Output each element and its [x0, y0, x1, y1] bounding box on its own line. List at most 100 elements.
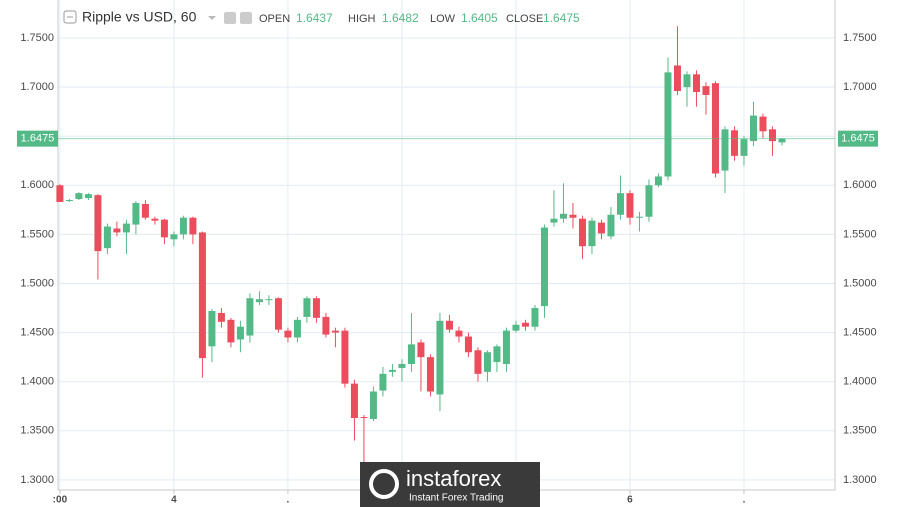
candle-body [521, 322, 529, 327]
watermark-box [360, 462, 540, 507]
candle-body [227, 319, 235, 343]
candle-body [284, 330, 292, 338]
candle-body [550, 218, 558, 223]
ohlc-label: LOW [430, 13, 456, 25]
candle-body [673, 65, 681, 92]
candle-body [531, 308, 539, 327]
y-tick-label: 1.6000 [843, 179, 877, 191]
candle-body [664, 72, 672, 177]
candle-body [151, 218, 159, 221]
x-tick-label: . [287, 495, 290, 506]
x-tick-label: 4 [171, 495, 177, 506]
candle-body [426, 357, 434, 392]
candle-body [217, 312, 225, 322]
candle-body [692, 74, 700, 93]
candle-body [141, 203, 149, 218]
candle-body [654, 176, 662, 186]
candle-body [436, 320, 444, 395]
candle-body [512, 324, 520, 331]
y-tick-label: 1.4000 [843, 376, 877, 388]
watermark-brand: instaforex [406, 466, 501, 491]
icon[interactable] [240, 12, 252, 24]
y-tick-label: 1.5500 [20, 228, 54, 240]
candle-body [255, 299, 263, 303]
y-tick-label: 1.6000 [20, 179, 54, 191]
candle-body [616, 193, 624, 215]
candle-body [502, 330, 510, 365]
y-tick-label: 1.3500 [20, 425, 54, 437]
candle-body [132, 202, 140, 225]
watermark: instaforex Instant Forex Trading [360, 462, 540, 507]
y-tick-label: 1.7500 [843, 32, 877, 44]
candle-body [483, 352, 491, 372]
candle-body [341, 330, 349, 384]
candle-body [559, 213, 567, 219]
chart-title: Ripple vs USD, 60 [82, 9, 197, 25]
candle-body [360, 417, 368, 419]
candle-body [474, 350, 482, 374]
candle-body [388, 369, 396, 372]
y-tick-label: 1.7500 [20, 32, 54, 44]
candle-body [398, 364, 406, 368]
candle-body [407, 344, 415, 365]
candle-body [198, 232, 206, 359]
candle-body [322, 316, 330, 335]
candle-body [160, 219, 168, 238]
candle-body [208, 310, 216, 347]
candle-body [246, 298, 254, 336]
x-tick-label: 6 [627, 495, 633, 506]
axis-labels: 1.3000 1.3000 1.3500 1.3500 1.4000 1.4000 1.45… [17, 32, 878, 506]
candle-body [236, 326, 244, 340]
candle-body [312, 298, 320, 318]
ohlc-value: 1.6405 [461, 11, 498, 25]
candle-body [635, 216, 643, 218]
candle-body [179, 217, 187, 235]
candle-body [711, 83, 719, 174]
candle-body [607, 214, 615, 237]
candle-body [730, 130, 738, 156]
candle-body [455, 330, 463, 337]
y-tick-label: 1.5000 [20, 277, 54, 289]
last-price-label: 1.6475 [21, 133, 55, 145]
candle-body [464, 336, 472, 353]
candle-body [493, 346, 501, 363]
dropdown-arrow[interactable] [208, 16, 216, 20]
candle-body [759, 116, 767, 132]
last-price-box [838, 130, 878, 147]
candle-body [274, 298, 282, 330]
candle-body [350, 383, 358, 419]
candle-body [569, 214, 577, 218]
candle-body [721, 129, 729, 171]
candle-body [56, 185, 64, 202]
ohlc-label: HIGH [348, 13, 376, 25]
candle-body [702, 86, 710, 95]
candle-body [189, 217, 197, 235]
x-tick-label: . [743, 495, 746, 506]
candle-body [588, 220, 596, 247]
candle-body [331, 330, 339, 333]
candle-body [170, 234, 178, 240]
y-tick-label: 1.7000 [843, 81, 877, 93]
ohlc-label: CLOSE [506, 13, 543, 25]
ohlc-value: 1.6482 [382, 11, 419, 25]
candle-body [122, 223, 130, 233]
candle-body [417, 342, 425, 358]
collapse-icon[interactable] [63, 10, 77, 24]
candle-body [749, 115, 757, 142]
candles [56, 26, 835, 463]
y-tick-label: 1.3000 [843, 474, 877, 486]
last-price-box [17, 130, 58, 147]
grid [58, 0, 835, 490]
y-tick-label: 1.4500 [843, 326, 877, 338]
y-tick-label: 1.5000 [843, 277, 877, 289]
candle-body [103, 226, 111, 249]
ohlc-value: 1.6437 [296, 11, 333, 25]
candle-body [645, 185, 653, 217]
candle-body [113, 228, 121, 233]
icon[interactable] [224, 12, 236, 24]
candle-body [94, 195, 102, 252]
candle-body [540, 227, 548, 307]
y-tick-label: 1.3500 [843, 425, 877, 437]
y-tick-label: 1.4000 [20, 376, 54, 388]
